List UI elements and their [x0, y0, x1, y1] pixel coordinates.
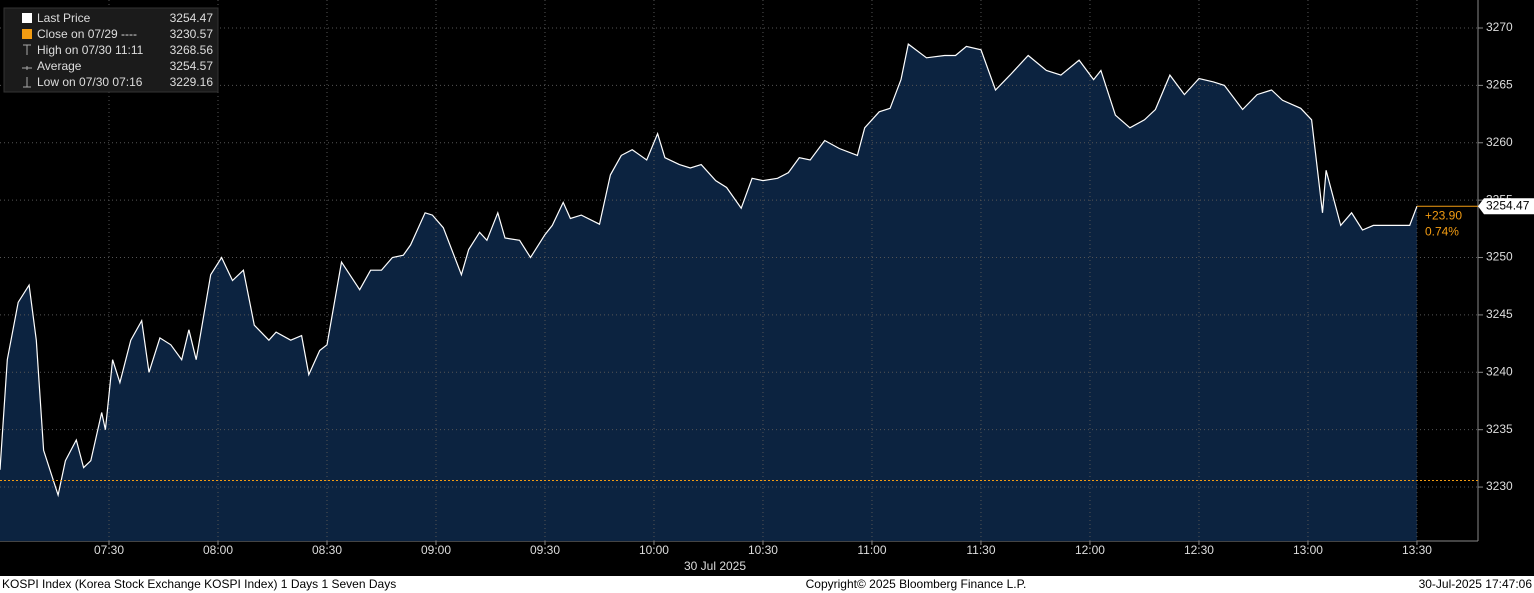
last-price-tag — [1478, 198, 1534, 215]
change-label: +23.90 — [1425, 208, 1462, 222]
legend-label: Last Price — [37, 11, 91, 25]
y-tick-label: 3260 — [1486, 135, 1513, 149]
legend-label: Close on 07/29 ---- — [37, 27, 137, 41]
x-tick-label: 10:00 — [639, 543, 669, 557]
footer-center: Copyright© 2025 Bloomberg Finance L.P. — [806, 577, 1027, 591]
legend-icon — [23, 44, 31, 55]
x-tick-label: 10:30 — [748, 543, 778, 557]
x-tick-label: 12:30 — [1184, 543, 1214, 557]
price-area — [0, 44, 1417, 541]
legend-value: 3230.57 — [170, 27, 214, 41]
x-tick-label: 11:00 — [857, 543, 886, 557]
change-pct-label: 0.74% — [1425, 224, 1459, 238]
x-tick-label: 13:00 — [1293, 543, 1323, 557]
footer: KOSPI Index (Korea Stock Exchange KOSPI … — [2, 577, 1532, 591]
legend-icon — [22, 66, 32, 70]
legend-box — [3, 7, 219, 93]
y-tick-label: 3235 — [1486, 422, 1513, 436]
last-price-tag-label: 3254.47 — [1486, 198, 1530, 212]
y-tick-label: 3245 — [1486, 307, 1513, 321]
x-tick-label: 09:00 — [421, 543, 451, 557]
legend-value: 3254.57 — [170, 59, 214, 73]
x-tick-label: 08:30 — [312, 543, 342, 557]
y-tick-label: 3240 — [1486, 364, 1513, 378]
y-tick-label: 3250 — [1486, 250, 1513, 264]
legend-value: 3229.16 — [170, 75, 214, 89]
y-tick-label: 3265 — [1486, 78, 1513, 92]
x-tick-label: 11:30 — [966, 543, 995, 557]
x-tick-label: 07:30 — [94, 543, 124, 557]
legend-swatch — [22, 13, 32, 23]
y-tick-label: 3230 — [1486, 479, 1513, 493]
legend-label: Low on 07/30 07:16 — [37, 75, 143, 89]
x-tick-label: 08:00 — [203, 543, 233, 557]
footer-bar — [0, 576, 1534, 593]
legend-icon — [23, 77, 31, 88]
legend-value: 3254.47 — [170, 11, 214, 25]
x-tick-label: 13:30 — [1402, 543, 1432, 557]
footer-left: KOSPI Index (Korea Stock Exchange KOSPI … — [2, 577, 396, 591]
x-axis-label: 30 Jul 2025 — [684, 559, 746, 573]
legend: Last Price 3254.47 Close on 07/29 ---- 3230… — [3, 7, 219, 93]
legend-value: 3268.56 — [170, 43, 214, 57]
x-tick-label: 12:00 — [1075, 543, 1105, 557]
legend-label: Average — [37, 59, 82, 73]
legend-label: High on 07/30 11:11 — [37, 43, 144, 57]
y-tick-label: 3270 — [1486, 20, 1513, 34]
price-line — [0, 43, 1418, 498]
legend-swatch — [22, 29, 32, 39]
footer-right: 30-Jul-2025 17:47:06 — [1419, 577, 1533, 591]
x-tick-label: 09:30 — [530, 543, 560, 557]
